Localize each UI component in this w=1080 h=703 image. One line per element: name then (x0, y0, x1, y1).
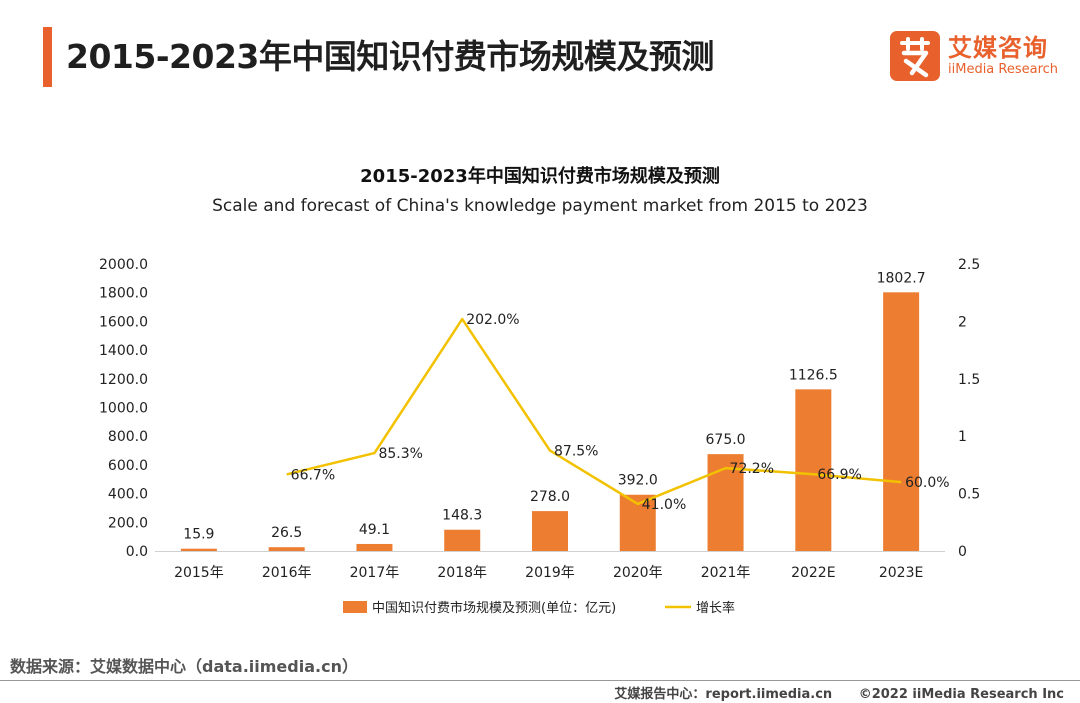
logo-cn-text: 艾媒咨询 (948, 34, 1048, 62)
footer-divider (0, 680, 1080, 681)
x-tick-label: 2018年 (437, 565, 487, 581)
y-right-tick-label: 1 (958, 429, 967, 445)
growth-rate-line (286, 317, 902, 506)
line-data-label: 202.0% (466, 312, 519, 328)
x-tick-label: 2021年 (701, 565, 751, 581)
y-left-tick-label: 1600.0 (99, 314, 148, 330)
bar-data-label: 392.0 (618, 473, 658, 489)
legend-line-label: 增长率 (696, 600, 735, 616)
chart-title: 2015-2023年中国知识付费市场规模及预测 (360, 166, 720, 187)
bar (356, 543, 393, 551)
bar-data-label: 26.5 (271, 525, 302, 541)
page-title: 2015-2023年中国知识付费市场规模及预测 (66, 37, 714, 76)
line-data-label: 66.9% (817, 467, 861, 483)
y-right-tick-label: 1.5 (958, 372, 980, 388)
x-tick-label: 2023E (879, 565, 923, 581)
y-left-tick-label: 0.0 (126, 544, 148, 560)
title-accent-bar (43, 27, 52, 87)
line-data-label: 85.3% (378, 446, 422, 462)
x-tick-label: 2020年 (613, 565, 663, 581)
data-source: 数据来源：艾媒数据中心（data.iimedia.cn） (10, 657, 358, 676)
bar-data-label: 278.0 (530, 489, 570, 505)
line-data-label: 66.7% (291, 467, 335, 483)
line-data-label: 60.0% (905, 475, 949, 491)
x-tick-label: 2016年 (262, 565, 312, 581)
y-left-tick-label: 1400.0 (99, 343, 148, 359)
bar-data-label: 49.1 (359, 522, 390, 538)
brand-logo: 艾媒咨询 iiMedia Research (890, 31, 1058, 81)
y-right-tick-label: 0.5 (958, 487, 980, 503)
chart-subtitle: Scale and forecast of China's knowledge … (212, 196, 868, 216)
y-right-tick-label: 0 (958, 544, 967, 560)
bar (268, 547, 305, 551)
y-left-tick-label: 1800.0 (99, 286, 148, 302)
y-right-tick-label: 2 (958, 314, 967, 330)
y-left-tick-label: 200.0 (108, 515, 148, 531)
bar-data-label: 1126.5 (789, 367, 838, 383)
chart-canvas: 0.0 200.0 400.0 600.0 800.0 1000.0 1200.0 1400.… (99, 257, 980, 616)
bar-data-label: 675.0 (706, 432, 746, 448)
y-left-tick-label: 1000.0 (99, 401, 148, 417)
line-data-label: 41.0% (642, 497, 686, 513)
footer-report: 艾媒报告中心：report.iimedia.cn (614, 687, 833, 702)
x-tick-label: 2019年 (525, 565, 575, 581)
bar (532, 511, 568, 551)
logo-en-text: iiMedia Research (948, 62, 1059, 77)
bar-data-label: 15.9 (183, 527, 214, 543)
line-data-label: 87.5% (554, 444, 598, 460)
legend-bar-swatch (343, 601, 367, 613)
bar (795, 389, 832, 551)
y-left-tick-label: 600.0 (108, 458, 148, 474)
footer-credits: 艾媒报告中心：report.iimedia.cn ©2022 iiMedia R… (592, 683, 1064, 702)
x-tick-label: 2022E (791, 565, 835, 581)
bar-data-label: 148.3 (442, 508, 482, 524)
y-right-tick-label: 2.5 (958, 257, 980, 273)
y-left-tick-label: 800.0 (108, 429, 148, 445)
y-left-tick-label: 2000.0 (99, 257, 148, 273)
y-left-tick-label: 400.0 (108, 487, 148, 503)
y-left-tick-label: 1200.0 (99, 372, 148, 388)
bar (883, 292, 920, 551)
x-tick-label: 2017年 (350, 565, 400, 581)
bar (180, 548, 217, 551)
bar-data-label: 1802.7 (877, 270, 926, 286)
line-data-label: 72.2% (730, 461, 774, 477)
bar (707, 454, 744, 551)
footer-copyright: ©2022 iiMedia Research Inc (858, 687, 1064, 702)
bar (444, 529, 481, 551)
logo-mark-icon (890, 31, 940, 81)
x-tick-label: 2015年 (174, 565, 224, 581)
legend-bar-label: 中国知识付费市场规模及预测(单位：亿元) (372, 600, 616, 616)
